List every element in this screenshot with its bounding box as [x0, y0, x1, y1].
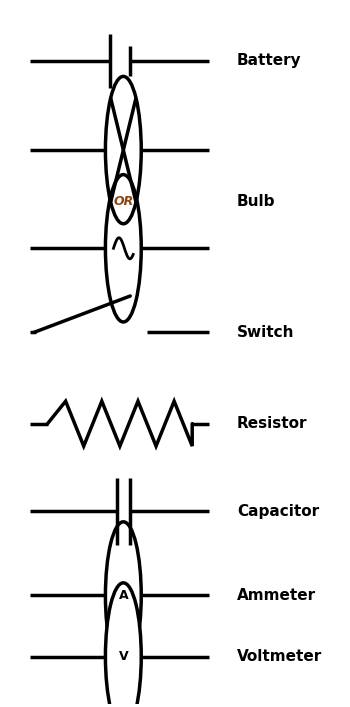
Ellipse shape [105, 522, 141, 670]
Text: Resistor: Resistor [237, 416, 308, 431]
Text: V: V [119, 650, 128, 663]
Text: Switch: Switch [237, 325, 294, 340]
Text: Voltmeter: Voltmeter [237, 649, 322, 664]
Text: Capacitor: Capacitor [237, 504, 319, 519]
Text: Battery: Battery [237, 54, 302, 69]
Text: Bulb: Bulb [237, 194, 275, 209]
Ellipse shape [105, 583, 141, 707]
Text: Ammeter: Ammeter [237, 588, 316, 603]
Text: OR: OR [113, 195, 133, 208]
Text: A: A [119, 589, 128, 602]
